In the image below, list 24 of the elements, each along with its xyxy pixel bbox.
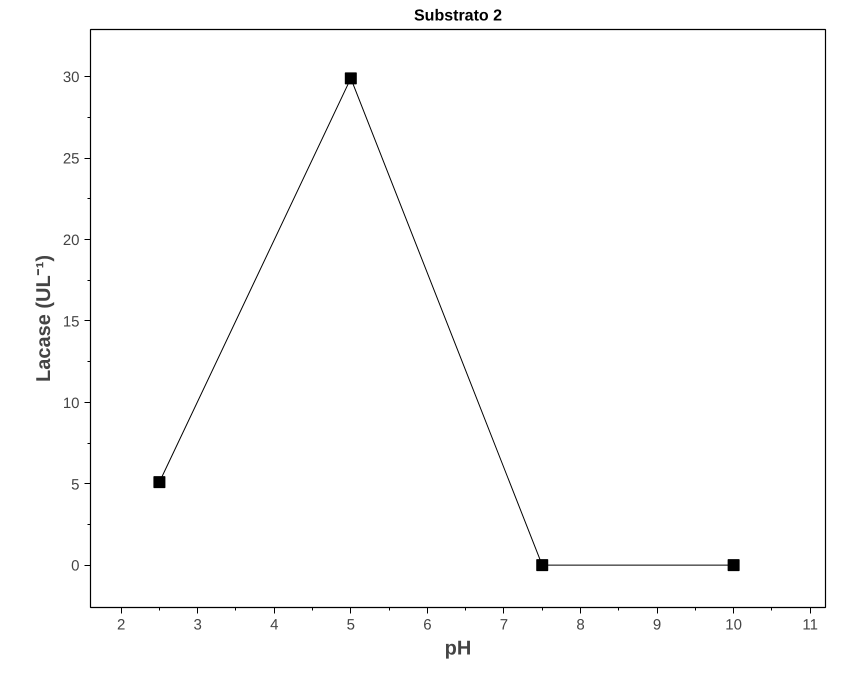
x-tick-label: 7 [500, 616, 508, 634]
point [536, 559, 548, 572]
y-tick-label: 30 [62, 69, 80, 86]
y-tick-label: 25 [62, 150, 80, 168]
x-tick-label: 8 [576, 616, 585, 634]
x-axis-title: pH [444, 638, 472, 660]
point [728, 559, 740, 572]
x-tick-label: 9 [652, 616, 662, 634]
x-tick-label: 3 [194, 616, 202, 634]
x-tick-label: 6 [423, 616, 432, 634]
x-tick-label: 2 [116, 616, 126, 634]
chart-title: Substrato 2 [414, 8, 502, 24]
point [344, 72, 357, 84]
y-tick-label: 10 [62, 394, 80, 412]
y-tick-label: 15 [62, 313, 80, 330]
point [153, 476, 166, 488]
y-tick-label: 5 [71, 476, 80, 494]
x-tick-label: 10 [725, 616, 742, 634]
x-tick-label: 11 [802, 616, 818, 634]
x-tick-label: 5 [346, 616, 355, 634]
y-tick-label: 20 [62, 232, 80, 250]
y-axis-title: Lacase (UL⁻¹) [32, 254, 55, 382]
y-tick-label: 0 [71, 558, 80, 575]
x-tick-label: 4 [270, 616, 278, 634]
